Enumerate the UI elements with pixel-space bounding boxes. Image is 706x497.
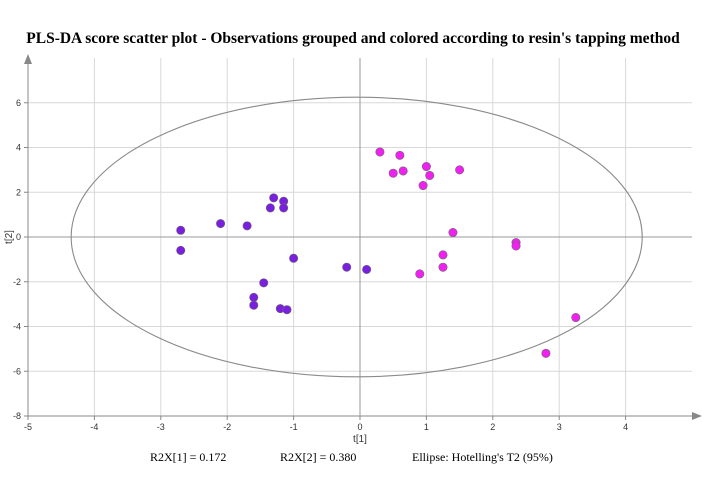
x-tick-label: -5	[24, 422, 32, 432]
data-point-group-1	[249, 300, 259, 310]
x-tick-label: -3	[157, 422, 165, 432]
data-point-group-2	[418, 181, 428, 191]
data-point-group-2	[541, 348, 551, 358]
data-point-group-1	[259, 278, 269, 288]
x-axis-label: t[1]	[353, 434, 367, 445]
x-tick-label: -2	[223, 422, 231, 432]
data-point-group-1	[279, 203, 289, 213]
data-point-group-1	[242, 221, 252, 231]
y-tick-label: 2	[16, 187, 21, 197]
data-point-group-2	[425, 170, 435, 180]
data-point-group-1	[269, 193, 279, 203]
data-point-group-1	[249, 292, 259, 302]
data-point-group-2	[438, 250, 448, 260]
x-tick-label: 4	[623, 422, 628, 432]
data-point-group-2	[448, 228, 458, 238]
data-point-group-2	[388, 168, 398, 178]
data-point-group-2	[375, 147, 385, 157]
r2x1-label: R2X[1] = 0.172	[150, 450, 227, 464]
hotelling-ellipse	[70, 96, 643, 378]
x-tick-label: 0	[357, 422, 362, 432]
data-point-group-2	[438, 262, 448, 272]
data-point-group-1	[216, 219, 226, 229]
r2x2-label: R2X[2] = 0.380	[280, 450, 357, 464]
y-tick-label: -6	[13, 366, 21, 376]
x-tick-label: 2	[490, 422, 495, 432]
data-point-group-2	[398, 166, 408, 176]
chart-title: PLS-DA score scatter plot - Observations…	[26, 30, 680, 47]
y-tick-label: 4	[16, 143, 21, 153]
x-tick-label: -1	[290, 422, 298, 432]
y-tick-label: 0	[16, 232, 21, 242]
data-point-group-1	[176, 225, 186, 235]
y-tick-label: -2	[13, 277, 21, 287]
y-tick-label: -4	[13, 322, 21, 332]
data-point-group-2	[395, 150, 405, 160]
data-point-group-1	[265, 203, 275, 213]
ellipse-label: Ellipse: Hotelling's T2 (95%)	[412, 450, 553, 464]
data-point-group-1	[342, 262, 352, 272]
data-point-group-1	[289, 253, 299, 263]
x-tick-label: 3	[557, 422, 562, 432]
data-point-group-2	[511, 241, 521, 251]
data-point-group-2	[421, 162, 431, 172]
x-tick-label: -4	[90, 422, 98, 432]
x-tick-label: 1	[424, 422, 429, 432]
y-tick-label: -8	[13, 411, 21, 421]
data-point-group-1	[176, 245, 186, 255]
data-point-group-2	[415, 269, 425, 279]
y-axis-label: t[2]	[4, 230, 15, 244]
data-point-group-1	[282, 305, 292, 315]
x-axis-arrow	[692, 412, 702, 420]
data-point-group-2	[455, 165, 465, 175]
y-axis-arrow	[24, 54, 32, 64]
y-tick-label: 6	[16, 98, 21, 108]
data-point-group-1	[362, 264, 372, 274]
data-point-group-2	[571, 313, 581, 323]
